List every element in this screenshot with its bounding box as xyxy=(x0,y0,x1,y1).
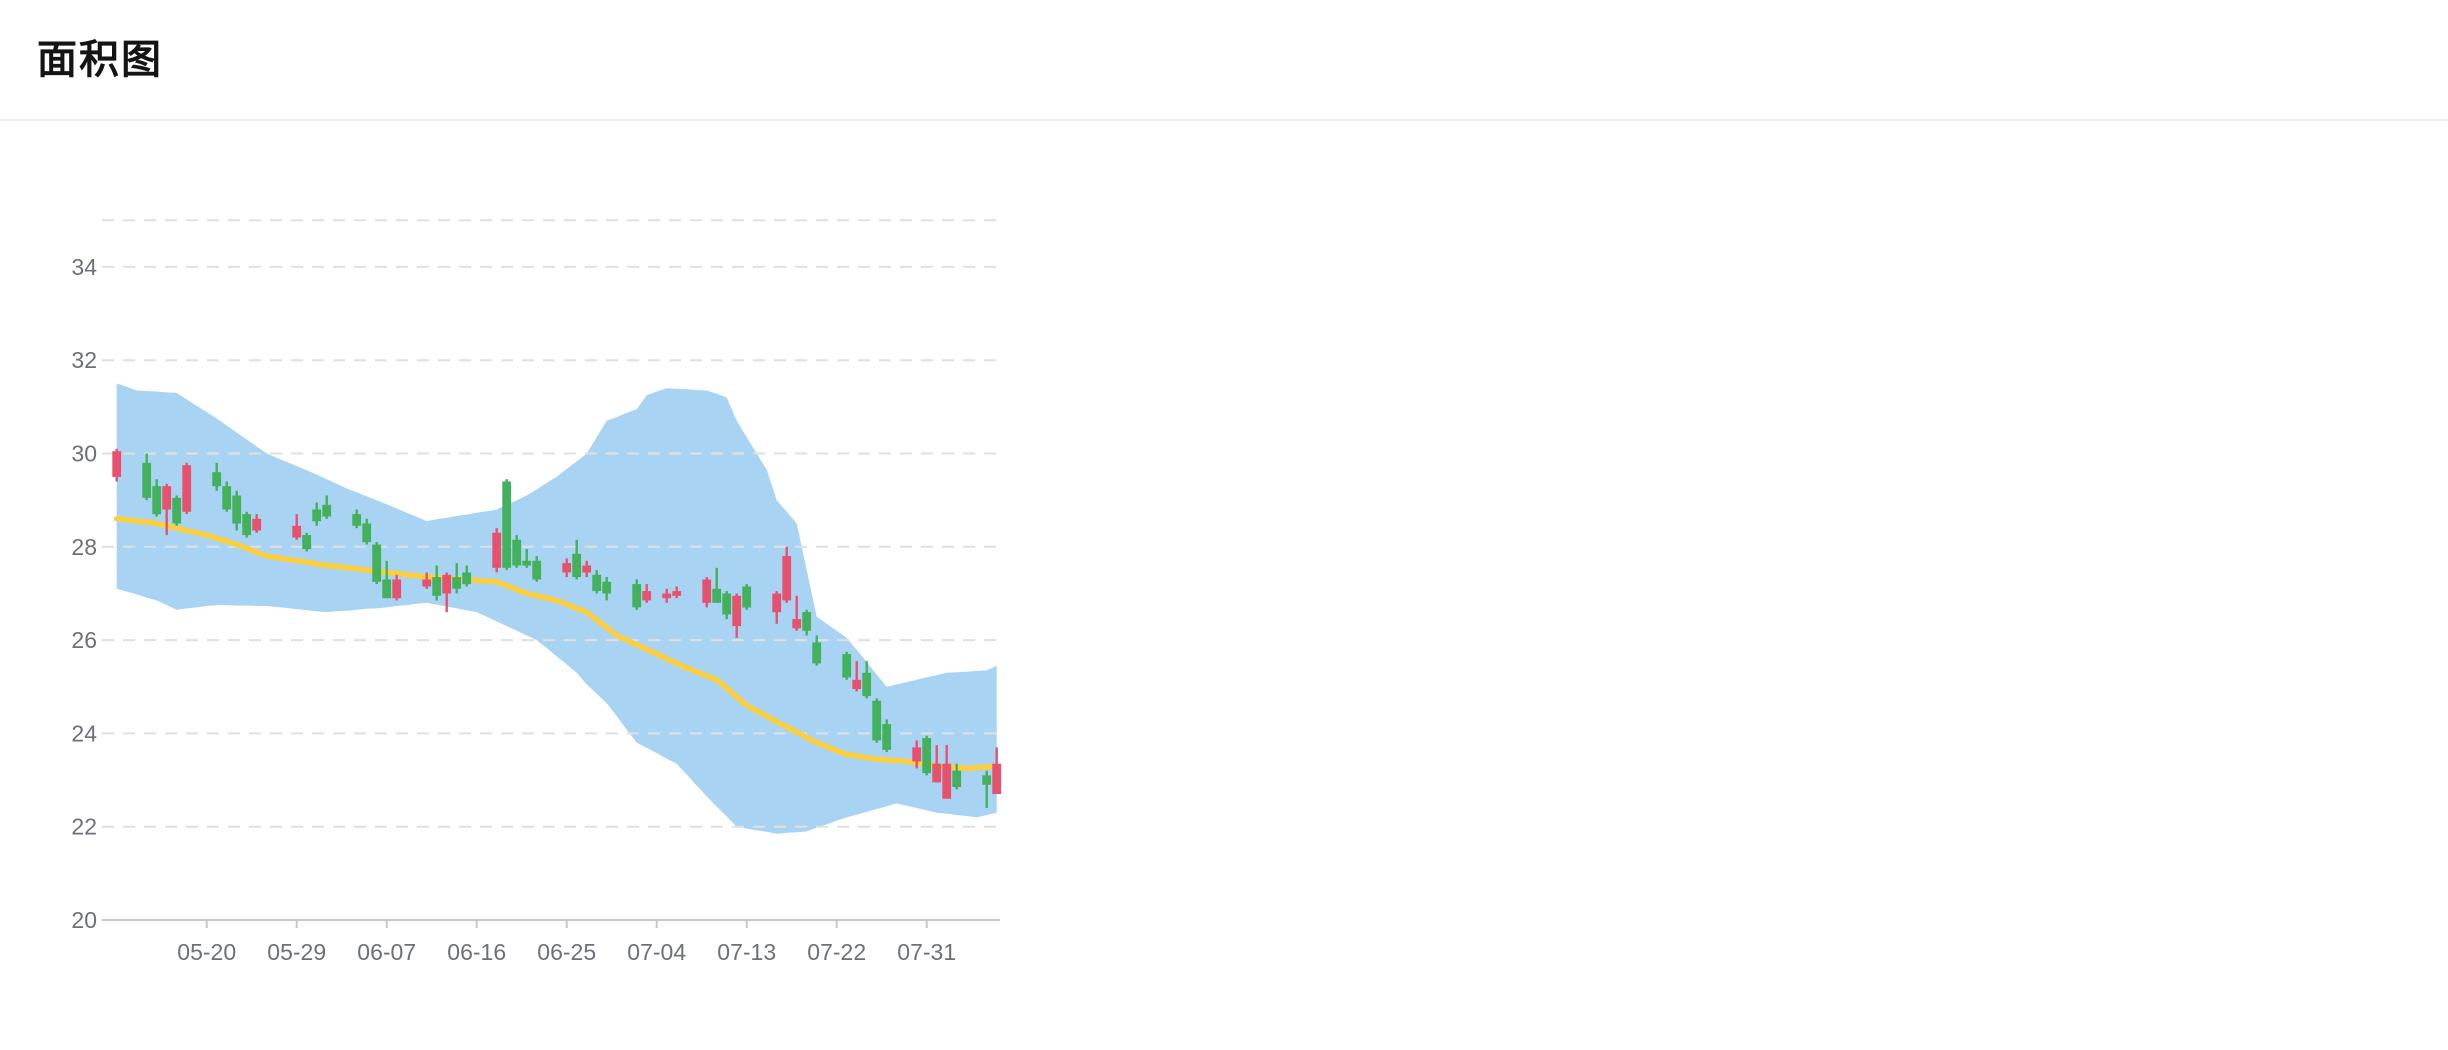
candle xyxy=(722,591,732,620)
candle xyxy=(912,740,922,769)
svg-text:05-29: 05-29 xyxy=(267,939,326,965)
candle xyxy=(992,747,1002,795)
svg-text:07-22: 07-22 xyxy=(807,939,866,965)
candle xyxy=(442,572,452,613)
candle xyxy=(302,532,312,552)
candle xyxy=(522,549,532,568)
svg-text:24: 24 xyxy=(71,720,97,746)
candle xyxy=(712,567,722,603)
candle xyxy=(232,490,242,531)
title-divider xyxy=(0,119,2448,121)
svg-text:07-13: 07-13 xyxy=(717,939,776,965)
candle xyxy=(172,495,182,526)
svg-text:28: 28 xyxy=(71,534,97,560)
candle xyxy=(362,518,372,545)
candle xyxy=(662,588,672,603)
candle xyxy=(252,514,262,533)
svg-text:05-20: 05-20 xyxy=(177,939,236,965)
candle xyxy=(942,745,952,799)
candle xyxy=(372,542,382,585)
ma-line xyxy=(113,516,1000,772)
candle xyxy=(182,462,192,515)
svg-text:06-25: 06-25 xyxy=(537,939,596,965)
svg-text:06-07: 06-07 xyxy=(357,939,416,965)
svg-text:32: 32 xyxy=(71,347,97,373)
candle xyxy=(292,514,302,540)
candle xyxy=(602,577,612,601)
candle xyxy=(312,502,322,526)
candle xyxy=(422,572,432,589)
candle xyxy=(352,509,362,529)
svg-text:30: 30 xyxy=(71,441,97,467)
candle xyxy=(702,577,712,608)
svg-text:22: 22 xyxy=(71,814,97,840)
candle xyxy=(212,462,222,491)
candle xyxy=(882,719,892,753)
candle xyxy=(872,698,882,743)
candle xyxy=(322,495,332,519)
candle xyxy=(162,483,172,536)
candle xyxy=(862,661,872,699)
candle xyxy=(732,593,742,638)
grid-lines xyxy=(102,219,1000,828)
svg-text:34: 34 xyxy=(71,254,97,280)
candle xyxy=(382,560,392,599)
candle xyxy=(782,546,792,603)
candle xyxy=(462,565,472,587)
candle xyxy=(432,565,442,601)
candle xyxy=(242,511,252,538)
candle xyxy=(642,584,652,603)
page-title: 面积图 xyxy=(37,36,163,83)
candle xyxy=(512,535,522,568)
candle xyxy=(672,586,682,599)
candle xyxy=(952,763,962,790)
candle xyxy=(802,609,812,636)
svg-text:26: 26 xyxy=(71,627,97,653)
svg-text:06-16: 06-16 xyxy=(447,939,506,965)
candle xyxy=(452,563,462,594)
candle xyxy=(842,651,852,680)
candle xyxy=(742,584,752,610)
candle xyxy=(572,539,582,580)
candle xyxy=(392,574,402,601)
candles xyxy=(112,448,1002,808)
svg-text:07-04: 07-04 xyxy=(627,939,686,965)
candle xyxy=(562,558,572,578)
candle xyxy=(152,479,162,517)
candle xyxy=(142,453,152,501)
candle xyxy=(492,528,502,573)
candle xyxy=(632,579,642,610)
candle xyxy=(532,556,542,582)
svg-text:07-31: 07-31 xyxy=(897,939,956,965)
band-area xyxy=(116,383,997,834)
candle xyxy=(922,735,932,776)
candle xyxy=(932,745,942,783)
x-axis: 05-20 05-29 06-07 06-16 06-25 07-04 07-13 07-22… xyxy=(102,919,1000,965)
y-axis-labels: 20 22 24 26 28 30 32 34 xyxy=(71,254,97,933)
candle xyxy=(852,661,862,692)
candle xyxy=(582,560,592,578)
svg-text:20: 20 xyxy=(71,907,97,933)
candle xyxy=(772,591,782,624)
candle xyxy=(792,595,802,631)
candle xyxy=(502,479,512,571)
candle xyxy=(112,448,122,482)
candle xyxy=(222,481,232,512)
candle xyxy=(812,635,822,666)
candle xyxy=(982,770,992,808)
candle xyxy=(592,570,602,594)
